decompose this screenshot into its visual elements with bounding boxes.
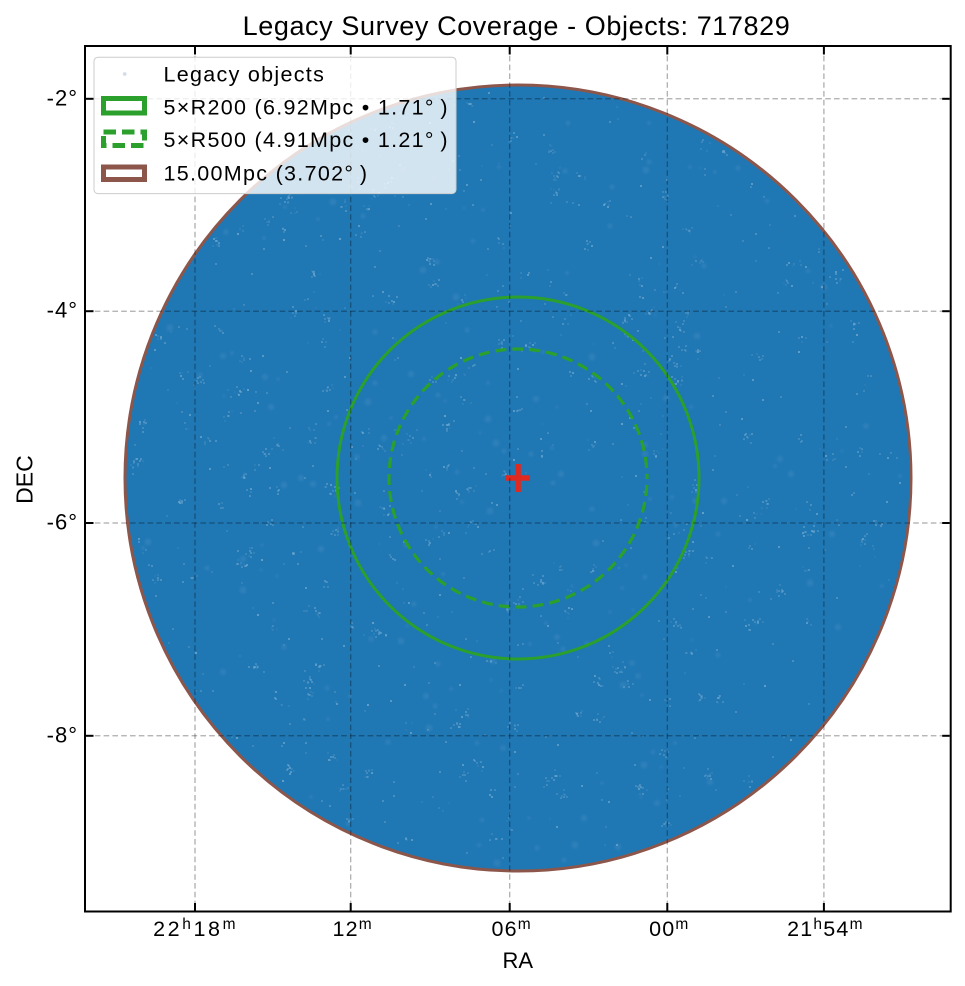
svg-text:Legacy objects: Legacy objects <box>164 63 326 87</box>
svg-text:-4°: -4° <box>47 298 78 323</box>
svg-text:Legacy Survey Coverage - Objec: Legacy Survey Coverage - Objects: 717829 <box>243 11 791 41</box>
svg-text:5×R200 (6.92Mpc • 1.71° ): 5×R200 (6.92Mpc • 1.71° ) <box>164 96 449 120</box>
svg-text:RA: RA <box>503 948 534 973</box>
svg-text:22h18m: 22h18m <box>153 916 238 941</box>
svg-text:-2°: -2° <box>47 85 78 110</box>
svg-text:DEC: DEC <box>12 455 38 504</box>
svg-text:-6°: -6° <box>47 510 78 535</box>
svg-text:15.00Mpc (3.702° ): 15.00Mpc (3.702° ) <box>164 162 369 186</box>
svg-text:06m: 06m <box>491 916 531 941</box>
svg-text:-8°: -8° <box>47 722 78 747</box>
svg-text:5×R500 (4.91Mpc • 1.21° ): 5×R500 (4.91Mpc • 1.21° ) <box>164 128 449 152</box>
